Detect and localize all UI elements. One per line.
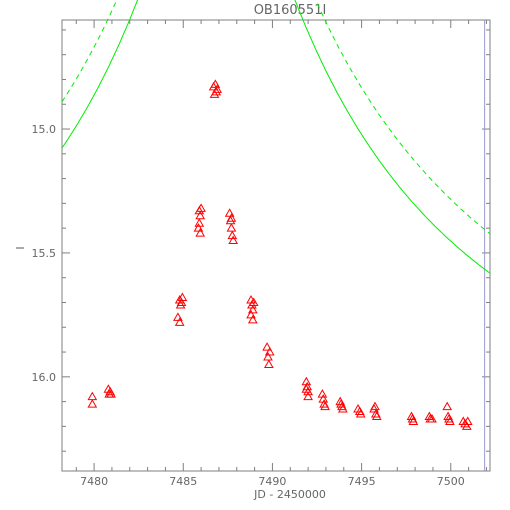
model-curves bbox=[61, 0, 491, 274]
data-point-triangle bbox=[228, 235, 239, 245]
data-point-triangle bbox=[177, 292, 188, 302]
plot-frame bbox=[61, 19, 491, 472]
data-point-triangle bbox=[442, 401, 453, 411]
data-point-triangle bbox=[87, 399, 98, 408]
data-point-triangle bbox=[193, 223, 204, 232]
data-point-triangle bbox=[370, 401, 380, 411]
data-point-triangle bbox=[175, 299, 186, 309]
model-curve-dashed bbox=[61, 0, 491, 235]
data-point-triangle bbox=[174, 317, 185, 326]
y-tick-label: 15.0 bbox=[32, 123, 57, 136]
data-point-triangle bbox=[196, 203, 206, 212]
x-tick-label: 7490 bbox=[258, 475, 286, 488]
data-point-triangle bbox=[195, 228, 206, 237]
data-point-triangle bbox=[226, 223, 237, 232]
chart-title: OB160551I bbox=[254, 3, 327, 18]
y-tick-label: 16.0 bbox=[32, 371, 57, 384]
data-point-triangle bbox=[248, 297, 259, 306]
data-point-triangle bbox=[247, 304, 258, 314]
axis-ticks: 7480 7485 7490 7495 7500 15.0 15.5 16.0 bbox=[32, 20, 490, 488]
data-point-triangle bbox=[462, 416, 473, 425]
data-point-triangle bbox=[263, 352, 273, 361]
y-axis-label: I bbox=[14, 246, 27, 249]
x-tick-label: 7480 bbox=[80, 475, 108, 488]
data-point-triangle bbox=[301, 384, 312, 393]
data-point-triangle bbox=[355, 408, 366, 418]
data-point-triangle bbox=[226, 213, 237, 222]
x-tick-label: 7485 bbox=[169, 475, 197, 488]
data-point-triangle bbox=[461, 421, 472, 430]
data-point-triangle bbox=[445, 416, 455, 425]
data-point-triangle bbox=[104, 389, 115, 398]
data-point-triangle bbox=[209, 89, 220, 98]
data-point-triangle bbox=[264, 347, 275, 356]
data-point-triangle bbox=[224, 208, 235, 217]
data-point-triangle bbox=[87, 391, 98, 401]
x-axis-label: JD - 2450000 bbox=[253, 488, 326, 501]
data-point-triangle bbox=[303, 391, 313, 401]
model-curve-solid bbox=[61, 0, 491, 274]
data-points bbox=[87, 79, 473, 430]
data-point-triangle bbox=[262, 342, 272, 351]
data-point-triangle bbox=[408, 416, 419, 425]
y-tick-label: 15.5 bbox=[32, 247, 57, 260]
data-point-triangle bbox=[264, 359, 274, 368]
data-point-triangle bbox=[371, 411, 382, 420]
x-tick-label: 7495 bbox=[348, 475, 376, 488]
data-point-triangle bbox=[320, 401, 330, 411]
x-tick-label: 7500 bbox=[437, 475, 465, 488]
data-point-triangle bbox=[173, 312, 183, 321]
data-point-triangle bbox=[246, 309, 256, 319]
data-point-triangle bbox=[195, 210, 206, 220]
data-point-triangle bbox=[247, 314, 258, 324]
data-point-triangle bbox=[427, 413, 437, 423]
data-point-triangle bbox=[210, 79, 221, 88]
data-point-triangle bbox=[338, 404, 348, 413]
